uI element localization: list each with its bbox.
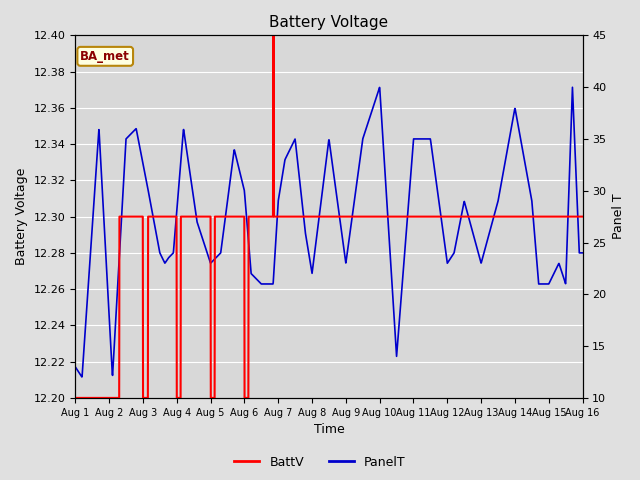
Y-axis label: Panel T: Panel T [612,194,625,240]
Y-axis label: Battery Voltage: Battery Voltage [15,168,28,265]
Title: Battery Voltage: Battery Voltage [269,15,388,30]
X-axis label: Time: Time [314,423,344,436]
Legend: BattV, PanelT: BattV, PanelT [229,451,411,474]
Text: BA_met: BA_met [81,50,130,63]
